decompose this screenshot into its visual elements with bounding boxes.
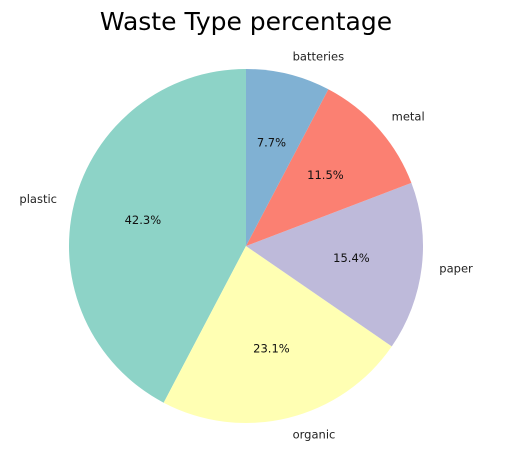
slice-label-plastic: plastic [19,192,57,206]
pie-slice-paper [246,182,424,347]
slice-label-organic: organic [293,428,336,442]
pie-slice-metal [246,89,412,246]
slice-label-metal: metal [392,109,425,123]
pct-label-plastic: 42.3% [125,213,162,227]
chart-title: Waste Type percentage [100,7,392,36]
pie-labels: 42.3% plastic 23.1% organic 15.4% paper 11.5% m… [19,49,473,441]
pct-label-paper: 15.4% [333,251,370,265]
pct-label-batteries: 7.7% [257,135,286,149]
pie-slice-plastic [68,69,247,403]
slice-label-batteries: batteries [293,49,344,63]
pie-slices [68,69,424,424]
slice-label-paper: paper [439,262,473,276]
pie-slice-organic [163,246,392,424]
pie-slice-batteries [246,69,329,246]
pct-label-organic: 23.1% [253,342,290,356]
pct-label-metal: 11.5% [307,168,344,182]
